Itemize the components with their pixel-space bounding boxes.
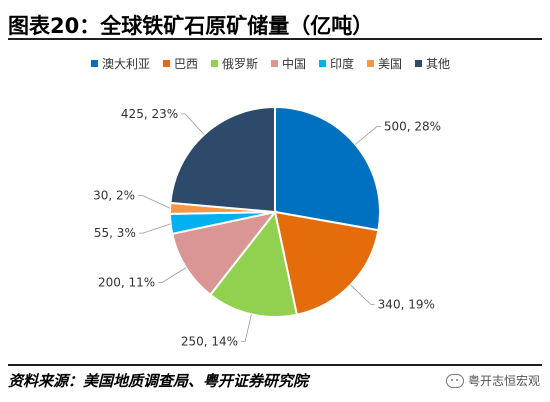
legend-item: 中国 [271,56,306,71]
pie-chart-svg: 澳大利亚 巴西 俄罗斯 中国 印度 美国 其他 500, 28% 340, 19% 250, 14… [91,56,450,349]
data-label: 30, 2% [93,188,135,202]
data-labels: 500, 28% 340, 19% 250, 14% 200, 11% 55, 3% 30… [93,107,441,349]
title-row: 图表20：全球铁矿石原矿储量（亿吨） [8,4,542,44]
leader-line [181,113,205,135]
source-note: 资料来源：美国地质调查局、粤开证券研究院 [8,372,309,390]
watermark: 粤开志恒宏观 [445,372,540,389]
legend-label: 其他 [426,57,450,71]
data-label: 500, 28% [384,120,441,134]
legend-label: 中国 [282,56,306,71]
leader-line [138,194,171,209]
leader-line [241,314,252,343]
legend-swatch [271,60,278,67]
pie-slice [208,209,299,318]
legend-item: 澳大利亚 [91,57,150,71]
legend-label: 俄罗斯 [222,57,258,71]
legend: 澳大利亚 巴西 俄罗斯 中国 印度 美国 其他 [91,56,450,71]
watermark-text: 粤开志恒宏观 [467,374,540,388]
legend-label: 美国 [378,57,402,71]
leader-line [350,284,375,305]
leader-line [158,267,187,283]
legend-item: 印度 [319,56,354,71]
legend-label: 印度 [330,56,354,71]
data-label: 250, 14% [181,335,238,349]
legend-swatch [211,60,218,67]
legend-swatch [415,60,422,67]
legend-item: 美国 [367,57,402,71]
footer-divider [8,364,542,366]
legend-swatch [367,60,374,67]
leader-line [355,126,381,145]
data-label: 340, 19% [378,297,435,311]
legend-label: 巴西 [174,57,198,71]
pie-slice [273,210,380,316]
pie-slice [171,210,278,297]
wechat-icon [445,373,464,388]
leader-line [138,223,171,234]
legend-swatch [319,60,326,67]
legend-item: 巴西 [163,57,198,71]
legend-label: 澳大利亚 [102,57,150,71]
pie-slice [274,105,381,232]
pie [169,105,381,318]
legend-swatch [163,60,170,67]
data-label: 200, 11% [98,275,155,289]
legend-item: 其他 [415,57,450,71]
data-label: 55, 3% [94,226,136,240]
legend-item: 俄罗斯 [211,57,258,71]
legend-swatch [91,60,98,67]
pie-chart: 澳大利亚 巴西 俄罗斯 中国 印度 美国 其他 500, 28% 340, 19% 250, 14… [0,44,550,362]
title-divider [8,38,542,40]
page-title: 图表20：全球铁矿石原矿储量（亿吨） [8,14,374,38]
data-label: 425, 23% [121,107,178,121]
pie-slice [169,105,276,214]
